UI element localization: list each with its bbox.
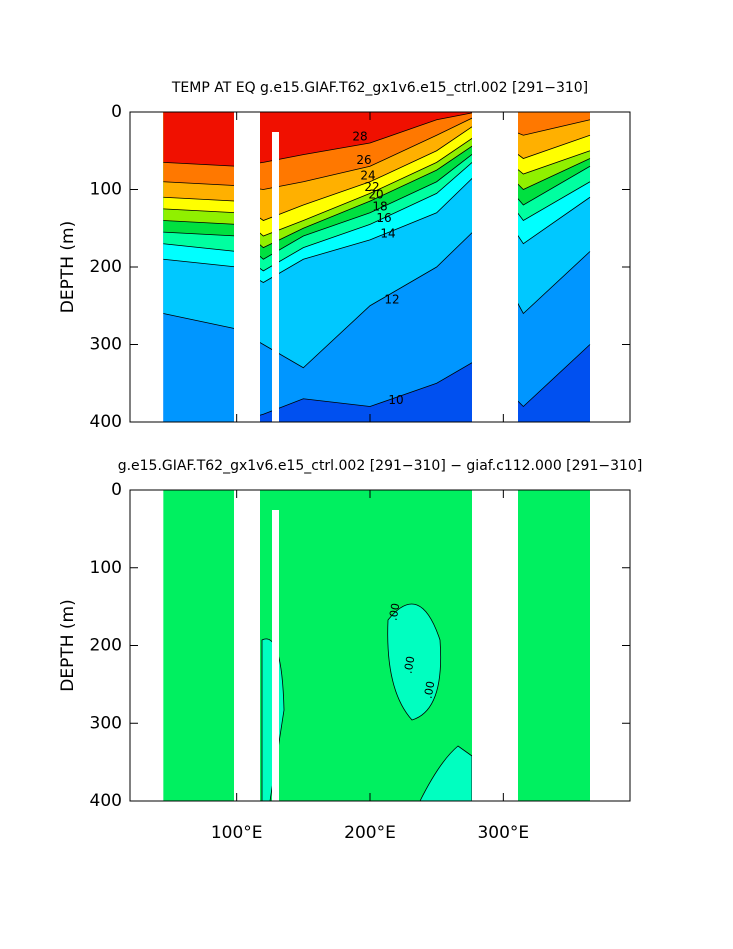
land-mask — [272, 132, 279, 422]
x-tick-label: 300°E — [477, 823, 529, 843]
y-axis-label: DEPTH (m) — [58, 221, 78, 313]
chart-title: g.e15.GIAF.T62_gx1v6.e15_ctrl.002 [291−3… — [118, 458, 643, 474]
contour-label: 12 — [384, 292, 399, 306]
land-mask — [234, 112, 260, 422]
contour-label: 18 — [372, 199, 387, 213]
difference-fill — [163, 490, 591, 801]
y-tick-label: 400 — [90, 791, 122, 811]
y-tick-label: 400 — [90, 412, 122, 432]
contour-label: 28 — [352, 130, 367, 144]
y-tick-label: 200 — [90, 636, 122, 656]
y-tick-label: 0 — [111, 480, 122, 500]
contour-label: 16 — [376, 211, 391, 225]
land-mask — [234, 490, 260, 801]
contour-label: 20 — [368, 188, 383, 202]
x-tick-label: 200°E — [344, 823, 396, 843]
y-tick-label: 200 — [90, 257, 122, 277]
contour-label: 26 — [356, 153, 371, 167]
contour-band — [163, 112, 591, 167]
difference-patch — [419, 745, 473, 802]
y-tick-label: 300 — [90, 713, 122, 733]
contour-label: 14 — [380, 226, 395, 240]
y-tick-label: 100 — [90, 558, 122, 578]
land-mask — [472, 112, 518, 422]
y-tick-label: 0 — [111, 102, 122, 122]
difference-patch — [387, 603, 442, 721]
contour-label: .00 — [402, 655, 418, 674]
y-tick-label: 300 — [90, 335, 122, 355]
contour-label: 10 — [388, 393, 403, 407]
land-mask — [272, 510, 279, 801]
contour-label: 24 — [360, 168, 375, 182]
land-mask — [472, 490, 518, 801]
y-axis-label: DEPTH (m) — [58, 599, 78, 691]
y-tick-label: 100 — [90, 180, 122, 200]
chart-title: TEMP AT EQ g.e15.GIAF.T62_gx1v6.e15_ctrl… — [171, 80, 588, 96]
contour-label: 22 — [364, 180, 379, 194]
contour-label: .00 — [422, 680, 438, 699]
contour-label: .00 — [387, 602, 403, 621]
x-tick-label: 100°E — [211, 823, 263, 843]
